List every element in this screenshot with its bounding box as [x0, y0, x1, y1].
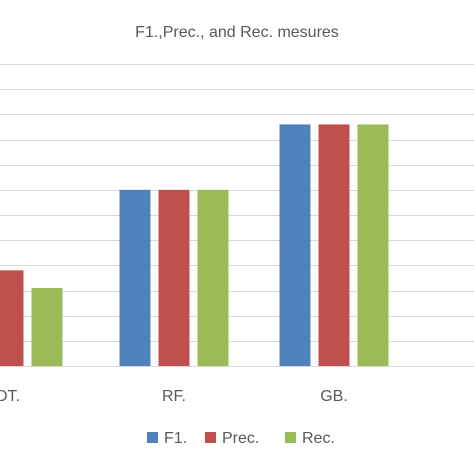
x-axis-tick-labels: DT. RF. GB. [0, 388, 348, 405]
legend-label: F1. [164, 430, 187, 447]
legend-swatch [285, 432, 296, 443]
bar-rf-f1 [119, 189, 151, 366]
bar-gb-rec [357, 124, 389, 367]
bar-dt-rec [31, 287, 63, 366]
x-tick-label: GB. [320, 388, 348, 405]
x-tick-label: DT. [0, 388, 20, 405]
legend-label: Rec. [302, 430, 335, 447]
bar-gb-prec [318, 124, 350, 367]
bar-dt-prec [0, 270, 24, 366]
legend-swatch [205, 432, 216, 443]
bar-rf-prec [158, 189, 190, 366]
gridlines [0, 64, 474, 367]
bars-group [0, 124, 389, 367]
legend: F1. Prec. Rec. [147, 430, 335, 447]
x-tick-label: RF. [162, 388, 186, 405]
bar-rf-rec [197, 189, 229, 366]
bar-gb-f1 [279, 124, 311, 367]
chart-title: F1.,Prec., and Rec. mesures [135, 24, 339, 41]
legend-label: Prec. [222, 430, 259, 447]
legend-swatch [147, 432, 158, 443]
